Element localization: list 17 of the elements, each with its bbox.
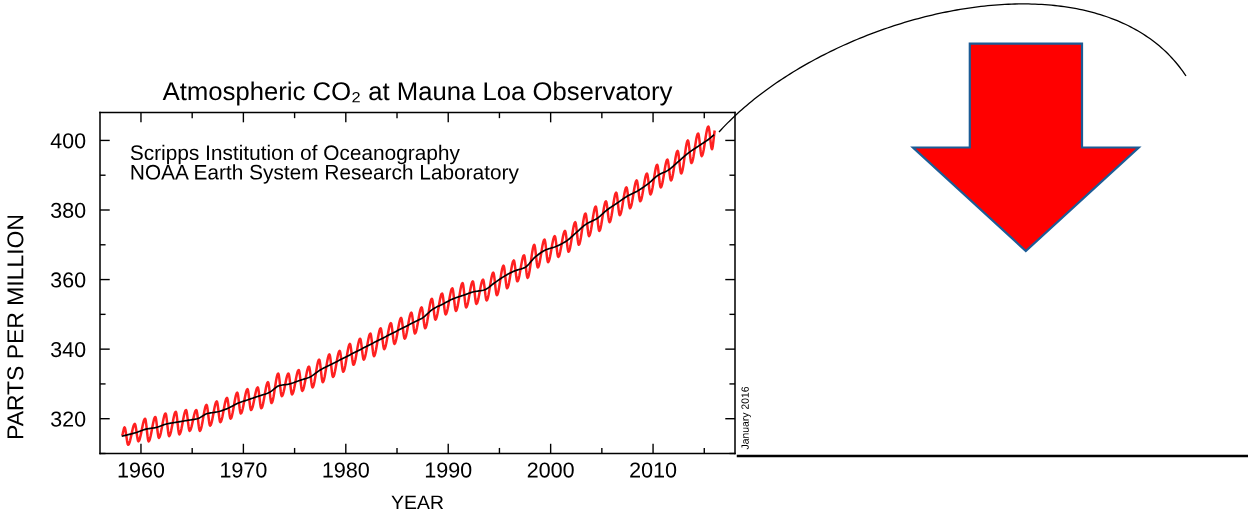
annotation: NOAA Earth System Research Laboratory — [131, 164, 519, 184]
text: January 2016 — [741, 386, 751, 450]
x-tick-label: 1980 — [323, 462, 369, 478]
x-tick-label: 1960 — [118, 462, 165, 478]
y-tick-label: 320 — [51, 411, 86, 427]
x-tick-label: 2000 — [527, 462, 574, 478]
chart-title: Atmospheric CO₂ at Mauna Loa Observatory — [162, 81, 673, 106]
x-tick-label: 1970 — [221, 462, 267, 478]
y-axis-title: PARTS PER MILLION — [7, 215, 24, 439]
y-tick-label: 360 — [51, 272, 86, 288]
x-tick-label: 2010 — [630, 462, 677, 478]
x-tick-label: 1990 — [425, 462, 472, 478]
y-tick-label: 380 — [51, 202, 86, 219]
y-tick-label: 340 — [51, 341, 86, 358]
y-tick-label: 400 — [50, 133, 86, 149]
annotation: Scripps Institution of Oceanography — [130, 144, 460, 165]
x-axis-title: YEAR — [391, 495, 444, 510]
